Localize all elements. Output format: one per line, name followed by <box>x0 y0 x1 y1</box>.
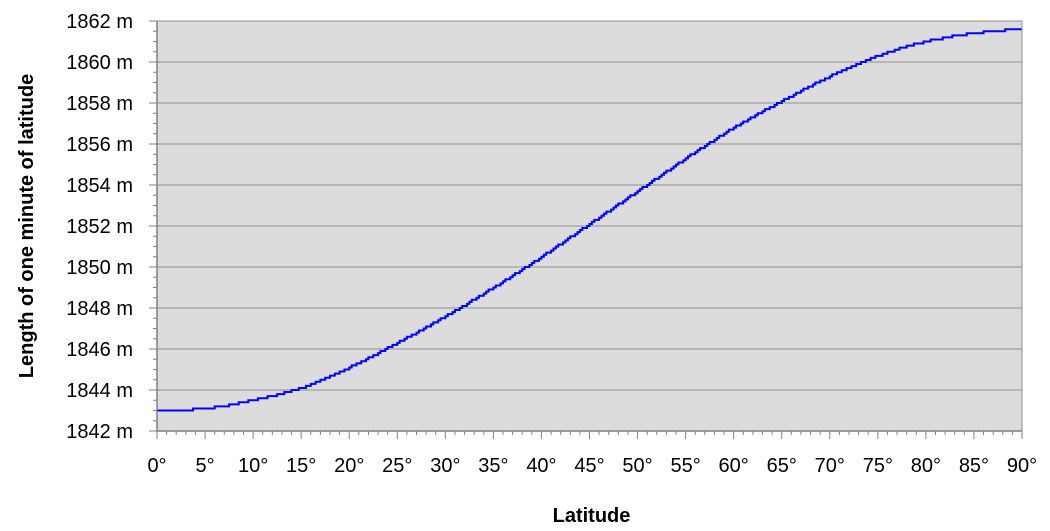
x-tick-label: 80° <box>911 455 941 477</box>
y-tick-label: 1844 m <box>66 380 133 402</box>
x-tick-label: 30° <box>430 455 460 477</box>
x-axis-title: Latitude <box>553 505 631 527</box>
x-tick-label: 65° <box>767 455 797 477</box>
x-tick-label: 50° <box>622 455 652 477</box>
y-tick-label: 1852 m <box>66 216 133 238</box>
x-tick-label: 5° <box>195 455 214 477</box>
axes <box>149 20 1023 439</box>
y-tick-label: 1860 m <box>66 52 133 74</box>
y-tick-label: 1854 m <box>66 175 133 197</box>
gridlines <box>157 61 1022 391</box>
x-tick-label: 10° <box>238 455 268 477</box>
x-tick-label: 85° <box>959 455 989 477</box>
x-tick-label: 40° <box>526 455 556 477</box>
series-line <box>157 28 1022 412</box>
x-tick-label: 45° <box>574 455 604 477</box>
x-tick-label: 0° <box>147 455 166 477</box>
x-tick-label: 55° <box>670 455 700 477</box>
y-axis-title: Length of one minute of latitude <box>16 74 38 378</box>
y-tick-label: 1842 m <box>66 421 133 443</box>
x-tick-label: 60° <box>719 455 749 477</box>
x-tick-label: 20° <box>334 455 364 477</box>
x-tick-label: 70° <box>815 455 845 477</box>
y-tick-label: 1846 m <box>66 339 133 361</box>
x-tick-label: 25° <box>382 455 412 477</box>
y-tick-label: 1862 m <box>66 11 133 33</box>
x-tick-label: 35° <box>478 455 508 477</box>
y-tick-label: 1850 m <box>66 257 133 279</box>
y-tick-label: 1848 m <box>66 298 133 320</box>
x-tick-label: 90° <box>1007 455 1037 477</box>
y-tick-label: 1856 m <box>66 134 133 156</box>
y-tick-label: 1858 m <box>66 93 133 115</box>
x-tick-labels: 0° 5° 10° 15° 20° 25° 30° 35° 40° 45° 50° 55° 60° 65°… <box>147 455 1037 477</box>
x-tick-label: 15° <box>286 455 316 477</box>
x-tick-label: 75° <box>863 455 893 477</box>
y-tick-labels: 1842 m 1844 m 1846 m 1848 m 1850 m 1852 m 1854… <box>66 11 133 443</box>
